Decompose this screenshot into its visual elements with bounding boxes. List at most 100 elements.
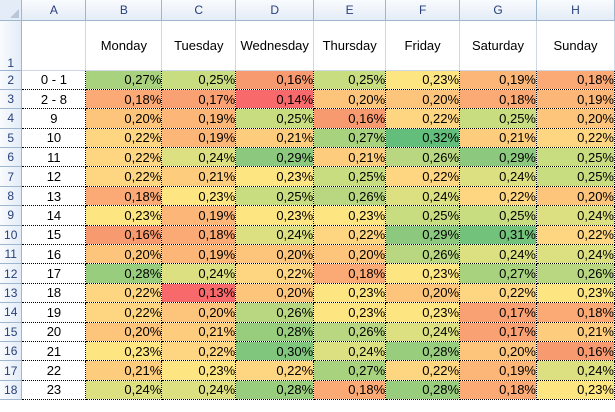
value-cell[interactable]: 0,19% — [459, 70, 537, 90]
day-header-monday[interactable]: Monday — [85, 20, 163, 71]
day-header-wednesday[interactable]: Wednesday — [235, 20, 315, 71]
value-cell[interactable]: 0,18% — [536, 70, 615, 90]
row-header-3[interactable]: 3 — [0, 89, 23, 110]
value-cell[interactable]: 0,18% — [459, 89, 537, 110]
row-header-7[interactable]: 7 — [0, 166, 23, 187]
value-cell[interactable]: 0,22% — [459, 186, 537, 207]
value-cell[interactable]: 0,21% — [235, 128, 315, 149]
value-cell[interactable]: 0,18% — [161, 225, 237, 246]
value-cell[interactable]: 0,27% — [313, 360, 387, 381]
value-cell[interactable]: 0,16% — [313, 108, 387, 129]
day-header-tuesday[interactable]: Tuesday — [161, 20, 237, 71]
value-cell[interactable]: 0,24% — [161, 380, 237, 401]
value-cell[interactable]: 0,24% — [235, 225, 315, 246]
value-cell[interactable]: 0,20% — [235, 244, 315, 265]
column-header-c[interactable]: C — [161, 0, 237, 21]
value-cell[interactable]: 0,20% — [85, 108, 163, 129]
row-header-9[interactable]: 9 — [0, 205, 23, 226]
value-cell[interactable]: 0,21% — [536, 322, 615, 342]
value-cell[interactable]: 0,23% — [536, 283, 615, 304]
value-cell[interactable]: 0,23% — [385, 70, 461, 90]
value-cell[interactable]: 0,16% — [235, 70, 315, 90]
row-header-2[interactable]: 2 — [0, 70, 23, 90]
value-cell[interactable]: 0,23% — [313, 302, 387, 323]
value-cell[interactable]: 0,22% — [85, 302, 163, 323]
value-cell[interactable]: 0,20% — [313, 244, 387, 265]
value-cell[interactable]: 0,22% — [459, 283, 537, 304]
value-cell[interactable]: 0,28% — [235, 380, 315, 401]
hour-range-cell[interactable]: 13 — [21, 186, 87, 207]
value-cell[interactable]: 0,21% — [85, 360, 163, 381]
value-cell[interactable]: 0,22% — [536, 128, 615, 149]
value-cell[interactable]: 0,24% — [385, 186, 461, 207]
value-cell[interactable]: 0,20% — [385, 283, 461, 304]
value-cell[interactable]: 0,21% — [161, 322, 237, 342]
column-header-d[interactable]: D — [235, 0, 315, 21]
hour-range-cell[interactable]: 15 — [21, 225, 87, 246]
hour-range-cell[interactable]: 9 — [21, 108, 87, 129]
value-cell[interactable]: 0,23% — [385, 302, 461, 323]
value-cell[interactable]: 0,29% — [235, 147, 315, 168]
value-cell[interactable]: 0,13% — [161, 283, 237, 304]
value-cell[interactable]: 0,21% — [161, 166, 237, 187]
column-header-a[interactable]: A — [21, 0, 87, 21]
select-all-corner[interactable] — [0, 0, 23, 21]
value-cell[interactable]: 0,19% — [536, 89, 615, 110]
value-cell[interactable]: 0,23% — [313, 205, 387, 226]
hour-range-cell[interactable]: 20 — [21, 322, 87, 342]
hour-range-cell[interactable]: 10 — [21, 128, 87, 149]
row-header-14[interactable]: 14 — [0, 302, 23, 323]
value-cell[interactable]: 0,25% — [313, 166, 387, 187]
value-cell[interactable]: 0,22% — [385, 360, 461, 381]
value-cell[interactable]: 0,23% — [313, 283, 387, 304]
value-cell[interactable]: 0,24% — [459, 244, 537, 265]
hour-range-cell[interactable]: 2 - 8 — [21, 89, 87, 110]
value-cell[interactable]: 0,23% — [85, 205, 163, 226]
row-header-12[interactable]: 12 — [0, 263, 23, 284]
value-cell[interactable]: 0,27% — [313, 128, 387, 149]
hour-range-cell[interactable]: 21 — [21, 341, 87, 362]
value-cell[interactable]: 0,21% — [313, 147, 387, 168]
value-cell[interactable]: 0,21% — [459, 128, 537, 149]
value-cell[interactable]: 0,23% — [235, 166, 315, 187]
hour-range-cell[interactable]: 18 — [21, 283, 87, 304]
value-cell[interactable]: 0,23% — [85, 341, 163, 362]
row-header-1[interactable]: 1 — [0, 20, 23, 71]
value-cell[interactable]: 0,22% — [313, 225, 387, 246]
value-cell[interactable]: 0,17% — [459, 302, 537, 323]
value-cell[interactable]: 0,22% — [85, 166, 163, 187]
value-cell[interactable]: 0,25% — [235, 108, 315, 129]
value-cell[interactable]: 0,20% — [85, 244, 163, 265]
value-cell[interactable]: 0,23% — [161, 360, 237, 381]
value-cell[interactable]: 0,26% — [385, 147, 461, 168]
value-cell[interactable]: 0,24% — [161, 147, 237, 168]
column-header-e[interactable]: E — [313, 0, 387, 21]
value-cell[interactable]: 0,18% — [536, 302, 615, 323]
value-cell[interactable]: 0,25% — [235, 186, 315, 207]
column-header-b[interactable]: B — [85, 0, 163, 21]
row-header-4[interactable]: 4 — [0, 108, 23, 129]
value-cell[interactable]: 0,25% — [313, 70, 387, 90]
row-header-17[interactable]: 17 — [0, 360, 23, 381]
day-header-saturday[interactable]: Saturday — [459, 20, 537, 71]
value-cell[interactable]: 0,20% — [459, 341, 537, 362]
value-cell[interactable]: 0,32% — [385, 128, 461, 149]
value-cell[interactable]: 0,16% — [536, 341, 615, 362]
value-cell[interactable]: 0,28% — [235, 322, 315, 342]
row-header-8[interactable]: 8 — [0, 186, 23, 207]
value-cell[interactable]: 0,22% — [235, 263, 315, 284]
day-header-sunday[interactable]: Sunday — [536, 20, 615, 71]
value-cell[interactable]: 0,28% — [385, 380, 461, 401]
hour-range-cell[interactable]: 19 — [21, 302, 87, 323]
value-cell[interactable]: 0,16% — [85, 225, 163, 246]
hour-range-cell[interactable]: 12 — [21, 166, 87, 187]
value-cell[interactable]: 0,20% — [536, 108, 615, 129]
value-cell[interactable]: 0,23% — [235, 205, 315, 226]
value-cell[interactable]: 0,24% — [161, 263, 237, 284]
value-cell[interactable]: 0,26% — [385, 244, 461, 265]
value-cell[interactable]: 0,18% — [85, 186, 163, 207]
cell-a1[interactable] — [21, 20, 87, 71]
value-cell[interactable]: 0,29% — [459, 147, 537, 168]
hour-range-cell[interactable]: 11 — [21, 147, 87, 168]
row-header-6[interactable]: 6 — [0, 147, 23, 168]
